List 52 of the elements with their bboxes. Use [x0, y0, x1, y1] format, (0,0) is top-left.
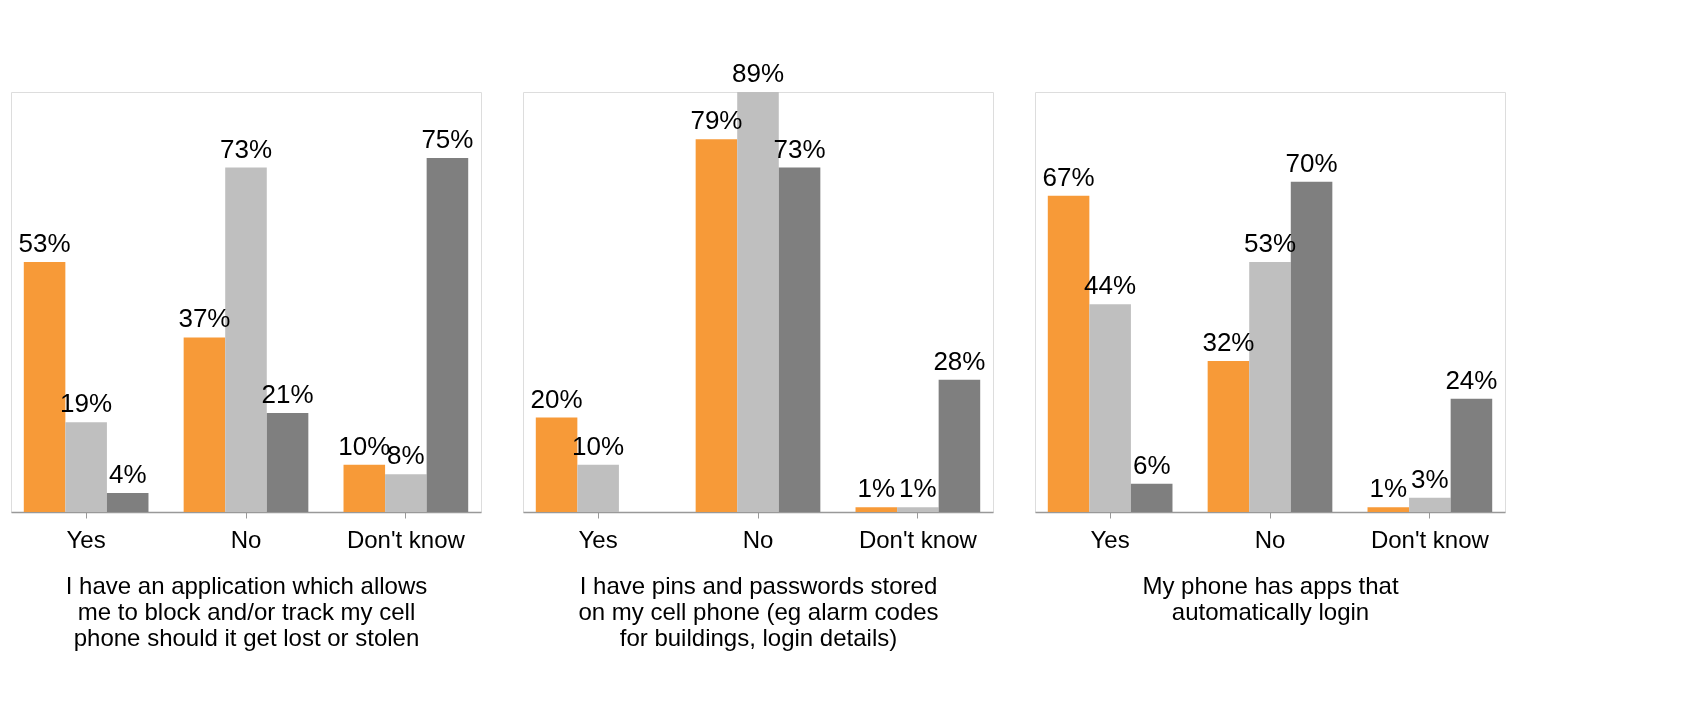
- bar: [577, 464, 619, 512]
- data-label: 79%: [690, 105, 743, 136]
- x-tick-label: No: [230, 525, 262, 553]
- bar: [1130, 483, 1173, 512]
- bar: [266, 412, 309, 512]
- data-label: 70%: [1285, 147, 1338, 178]
- data-label: 1%: [1369, 473, 1408, 504]
- x-tick-label: Yes: [578, 525, 618, 553]
- x-axis-title: My phone has apps that automatically login: [1142, 571, 1399, 625]
- x-tick-label: No: [1254, 525, 1286, 553]
- data-label: 67%: [1042, 161, 1095, 192]
- bar: [1409, 497, 1451, 512]
- data-label: 28%: [933, 345, 986, 376]
- bar: [343, 464, 386, 512]
- bar: [1367, 507, 1410, 512]
- x-axis-title: I have pins and passwords stored on my cell phone (eg alarm codes for buildings, login details): [578, 571, 939, 651]
- bar: [1207, 360, 1250, 512]
- data-label: 53%: [1243, 227, 1297, 258]
- bar: [855, 507, 898, 512]
- x-tick-label: Yes: [66, 525, 106, 553]
- x-tick-label: Don't know: [346, 525, 466, 553]
- bar: [183, 337, 226, 512]
- bar: [897, 507, 939, 512]
- data-label: 24%: [1445, 364, 1498, 395]
- x-tick-label: No: [742, 525, 774, 553]
- data-label: 1%: [899, 473, 937, 504]
- data-label: 73%: [773, 133, 826, 164]
- bar: [1450, 398, 1493, 512]
- data-label: 53%: [18, 227, 71, 258]
- data-label: 89%: [731, 58, 785, 88]
- data-label: 4%: [108, 459, 147, 490]
- bar: [695, 139, 738, 512]
- x-tick-label: Don't know: [1370, 525, 1490, 553]
- data-label: 75%: [421, 124, 474, 155]
- bar: [106, 493, 149, 512]
- x-tick-label: Don't know: [858, 525, 978, 553]
- bar: [385, 474, 427, 512]
- data-label: 32%: [1202, 326, 1255, 357]
- bar: [778, 167, 821, 512]
- data-label: 37%: [178, 303, 231, 334]
- bar: [938, 379, 981, 512]
- bar: [426, 158, 469, 512]
- data-label: 73%: [219, 133, 273, 164]
- data-label: 1%: [857, 473, 896, 504]
- x-axis-title: I have an application which allows me to block and/or track my cell phone should it get lost or stolen: [65, 571, 428, 651]
- data-label: 21%: [261, 378, 314, 409]
- data-label: 3%: [1411, 463, 1449, 494]
- bar: [1089, 304, 1131, 512]
- x-tick-label: Yes: [1090, 525, 1130, 553]
- bar: [65, 422, 107, 512]
- data-label: 20%: [530, 383, 583, 414]
- data-label: 6%: [1132, 449, 1171, 480]
